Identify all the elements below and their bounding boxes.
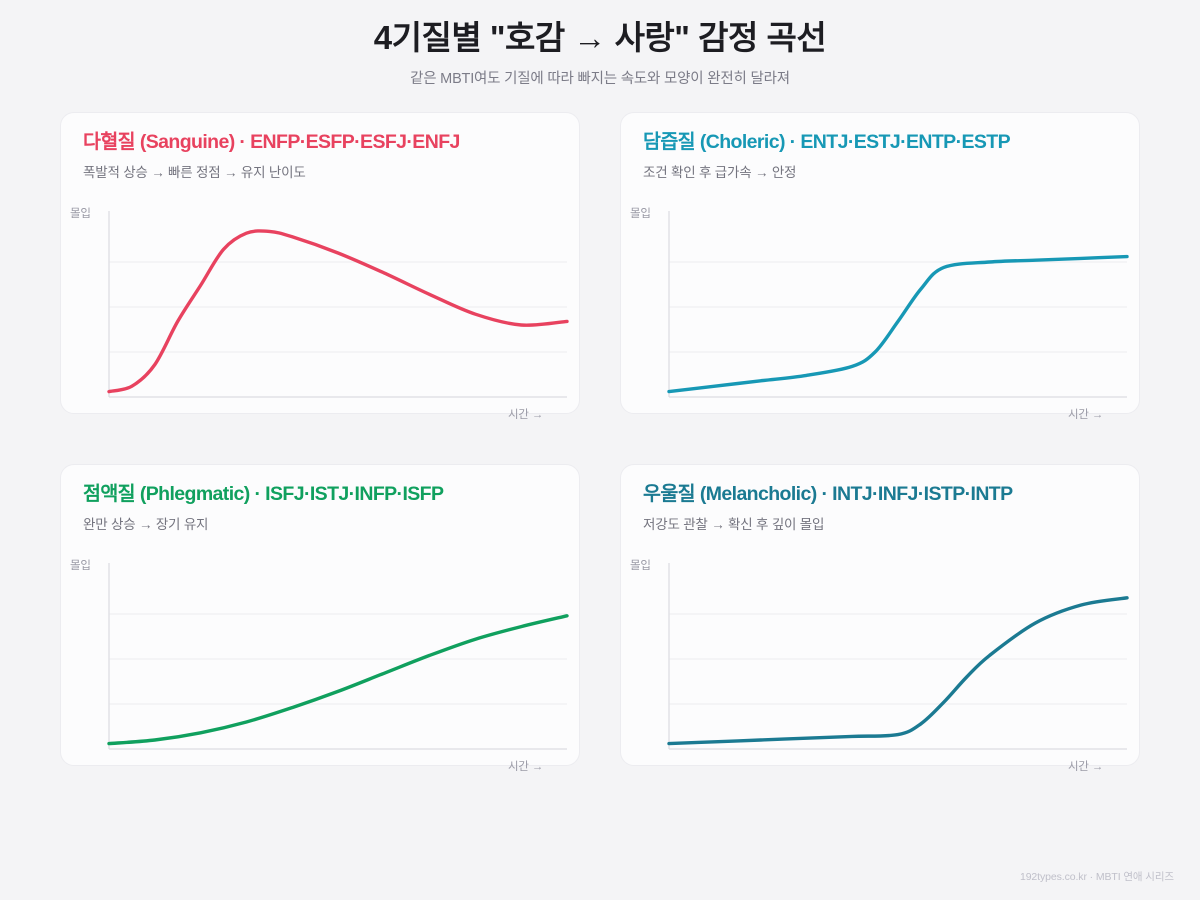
x-axis-label: 시간 → bbox=[1067, 408, 1103, 421]
x-axis-label: 시간 → bbox=[507, 760, 543, 773]
card-subtitle-sanguine: 폭발적 상승 → 빠른 정점 → 유지 난이도 bbox=[83, 164, 306, 180]
card-subtitle-phlegmatic: 완만 상승 → 장기 유지 bbox=[83, 516, 209, 532]
y-axis-label: 몰입 bbox=[630, 207, 651, 220]
plot-area-melancholic: 몰입 시간 → bbox=[630, 557, 1117, 773]
card-title-choleric: 담즙질 (Choleric) · ENTJ·ESTJ·ENTP·ESTP bbox=[643, 130, 1011, 153]
page-subtitle: 같은 MBTI여도 기질에 따라 빠지는 속도와 모양이 완전히 달라져 bbox=[410, 70, 790, 87]
x-axis-label: 시간 → bbox=[1067, 760, 1103, 773]
chart-card-melancholic: 우울질 (Melancholic) · INTJ·INFJ·ISTP·INTP … bbox=[620, 463, 1140, 773]
card-subtitle-choleric: 조건 확인 후 급가속 → 안정 bbox=[643, 164, 797, 180]
y-axis-label: 몰입 bbox=[70, 207, 91, 220]
y-axis-label: 몰입 bbox=[630, 559, 651, 572]
card-title-melancholic: 우울질 (Melancholic) · INTJ·INFJ·ISTP·INTP bbox=[643, 482, 1013, 505]
plot-area-sanguine: 몰입 시간 → bbox=[70, 205, 557, 421]
page-header: 4기질별 "호감 → 사랑" 감정 곡선 같은 MBTI여도 기질에 따라 빠지… bbox=[0, 0, 1200, 88]
card-subtitle-melancholic: 저강도 관찰 → 확신 후 깊이 몰입 bbox=[643, 516, 825, 532]
chart-card-choleric: 담즙질 (Choleric) · ENTJ·ESTJ·ENTP·ESTP 조건 … bbox=[620, 111, 1140, 421]
line-chart-choleric bbox=[667, 210, 1129, 398]
line-chart-melancholic bbox=[667, 562, 1129, 750]
chart-card-grid: 다혈질 (Sanguine) · ENFP·ESFP·ESFJ·ENFJ 폭발적… bbox=[60, 111, 1140, 773]
card-title-sanguine: 다혈질 (Sanguine) · ENFP·ESFP·ESFJ·ENFJ bbox=[83, 130, 460, 153]
y-axis-label: 몰입 bbox=[70, 559, 91, 572]
plot-area-choleric: 몰입 시간 → bbox=[630, 205, 1117, 421]
plot-area-phlegmatic: 몰입 시간 → bbox=[70, 557, 557, 773]
line-chart-sanguine bbox=[107, 210, 569, 398]
chart-card-sanguine: 다혈질 (Sanguine) · ENFP·ESFP·ESFJ·ENFJ 폭발적… bbox=[60, 111, 580, 421]
card-title-phlegmatic: 점액질 (Phlegmatic) · ISFJ·ISTJ·INFP·ISFP bbox=[83, 482, 444, 505]
x-axis-label: 시간 → bbox=[507, 408, 543, 421]
line-chart-phlegmatic bbox=[107, 562, 569, 750]
footer-credit: 192types.co.kr · MBTI 연애 시리즈 bbox=[1019, 871, 1174, 883]
page-title: 4기질별 "호감 → 사랑" 감정 곡선 bbox=[373, 19, 827, 56]
chart-card-phlegmatic: 점액질 (Phlegmatic) · ISFJ·ISTJ·INFP·ISFP 완… bbox=[60, 463, 580, 773]
